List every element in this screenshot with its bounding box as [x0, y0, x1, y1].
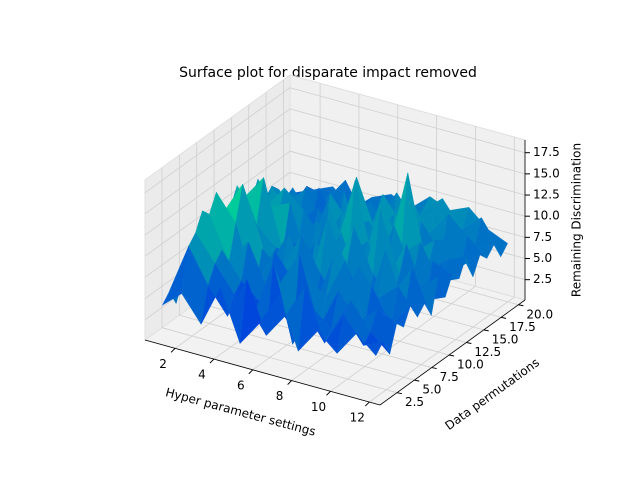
surface-patch	[356, 333, 384, 357]
x-tick-label: 2	[159, 357, 167, 371]
grid-line	[289, 108, 526, 175]
grid-line	[144, 129, 291, 236]
z-tick-label: 17.5	[533, 145, 560, 159]
x-tick-label: 4	[198, 368, 206, 382]
z-tick-label: 2.5	[533, 272, 552, 286]
x-tick	[326, 390, 331, 396]
axis-line	[379, 299, 526, 406]
z-tick-label: 10.0	[533, 209, 560, 223]
y-tick	[414, 379, 420, 382]
grid-line	[289, 129, 526, 196]
x-tick-label: 12	[350, 411, 365, 425]
grid-line	[144, 87, 291, 194]
y-tick	[483, 329, 489, 332]
y-tick	[448, 354, 455, 357]
y-tick-label: 2.5	[405, 395, 424, 409]
y-tick-label: 20.0	[526, 307, 553, 321]
y-tick	[466, 341, 472, 344]
y-tick-label: 15.0	[492, 332, 519, 346]
y-tick	[396, 392, 403, 395]
y-tick	[500, 316, 507, 319]
y-tick-label: 17.5	[509, 320, 536, 334]
x-tick	[287, 380, 292, 385]
y-tick-label: 10.0	[457, 358, 484, 372]
y-tick	[518, 304, 524, 307]
y-tick	[431, 367, 437, 370]
x-tick	[248, 369, 254, 375]
x-tick	[170, 347, 176, 353]
x-tick-label: 6	[237, 378, 245, 392]
z-tick-label: 7.5	[533, 230, 552, 244]
z-axis-label: Remaining Discrimination	[570, 143, 584, 297]
y-tick-label: 7.5	[440, 370, 459, 384]
x-tick	[364, 401, 370, 407]
y-tick-label: 12.5	[474, 345, 501, 359]
x-tick	[209, 358, 215, 364]
grid-line	[144, 108, 291, 215]
z-tick-label: 12.5	[533, 188, 560, 202]
grid-line	[161, 327, 398, 394]
z-tick-label: 5.0	[533, 251, 552, 265]
x-tick-label: 8	[276, 389, 284, 403]
chart-title: Surface plot for disparate impact remove…	[179, 65, 477, 81]
z-tick-label: 15.0	[533, 166, 560, 180]
grid-line	[289, 87, 526, 154]
axis-line	[144, 339, 381, 406]
y-tick-label: 5.0	[422, 383, 441, 397]
x-tick-label: 10	[311, 400, 326, 414]
x-axis-label: Hyper parameter settings	[164, 385, 317, 439]
